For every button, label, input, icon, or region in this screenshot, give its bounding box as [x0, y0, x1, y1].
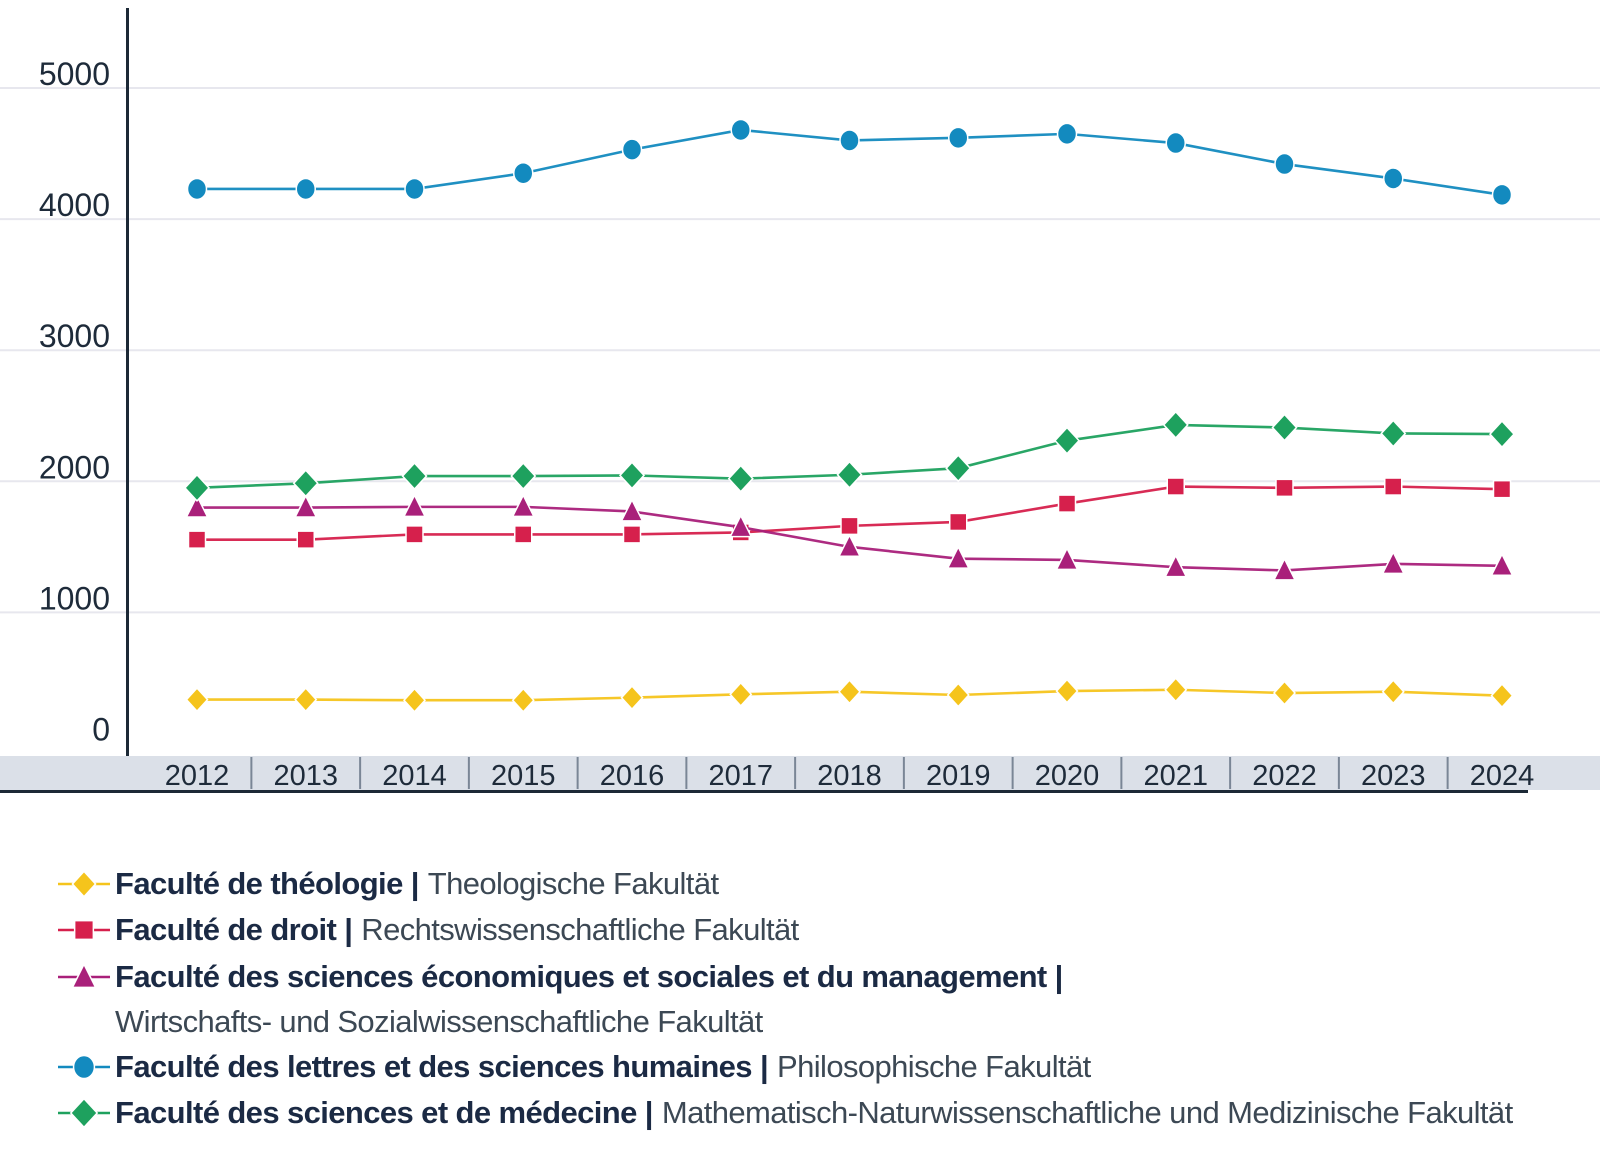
- sciences-medecine-diamond-icon: [58, 1097, 110, 1129]
- svg-text:2018: 2018: [817, 760, 882, 792]
- svg-text:1000: 1000: [39, 580, 110, 616]
- chart-legend: Faculté de théologie | Theologische Faku…: [0, 820, 1600, 1150]
- series-2: [185, 493, 1514, 581]
- series-4: [183, 410, 1516, 502]
- svg-text:2016: 2016: [600, 760, 665, 792]
- y-axis-labels: 0 1000 2000 3000 4000 5000: [39, 56, 110, 748]
- legend-label-de: Wirtschafts- und Sozialwissenschaftliche…: [115, 1004, 763, 1039]
- svg-text:4000: 4000: [39, 187, 110, 223]
- line-chart: 0 1000 2000 3000 4000 5000 2012 2013 2014 2015 201…: [0, 8, 1600, 793]
- legend-label-fr: Faculté des lettres et des sciences huma…: [115, 1049, 769, 1084]
- legend-label-de: Rechtswissenschaftliche Fakultät: [361, 912, 799, 947]
- svg-text:2020: 2020: [1035, 760, 1100, 792]
- svg-text:2013: 2013: [273, 760, 338, 792]
- gridlines: [0, 87, 1600, 614]
- svg-text:2012: 2012: [165, 760, 230, 792]
- svg-text:2019: 2019: [926, 760, 991, 792]
- legend-label-fr: Faculté des sciences et de médecine |: [115, 1095, 653, 1130]
- legend-item-theologie: Faculté de théologie | Theologische Faku…: [58, 862, 719, 906]
- lettres-circle-icon: [58, 1054, 110, 1080]
- svg-text:0: 0: [92, 712, 110, 748]
- svg-text:5000: 5000: [39, 56, 110, 92]
- legend-item-droit: Faculté de droit | Rechtswissenschaftlic…: [58, 908, 799, 952]
- legend-item-economiques-de: Wirtschafts- und Sozialwissenschaftliche…: [115, 1000, 763, 1044]
- legend-item-economiques: Faculté des sciences économiques et soci…: [58, 955, 1072, 999]
- series-0: [185, 677, 1514, 713]
- svg-text:2017: 2017: [708, 760, 773, 792]
- svg-text:3000: 3000: [39, 318, 110, 354]
- legend-label-de: Mathematisch-Naturwissenschaftliche und …: [661, 1095, 1513, 1130]
- svg-text:2014: 2014: [382, 760, 447, 792]
- series-3: [186, 118, 1513, 207]
- svg-text:2015: 2015: [491, 760, 556, 792]
- economiques-triangle-icon: [58, 962, 110, 989]
- legend-label-de: Theologische Fakultät: [427, 866, 719, 901]
- legend-label-fr: Faculté de droit |: [115, 912, 353, 947]
- legend-item-lettres: Faculté des lettres et des sciences huma…: [58, 1045, 1091, 1089]
- legend-label-fr: Faculté des sciences économiques et soci…: [115, 959, 1063, 994]
- x-axis-band: 2012 2013 2014 2015 2016 2017 2018 2019 2020 2021…: [0, 756, 1600, 793]
- theologie-diamond-icon: [58, 870, 110, 898]
- svg-text:2022: 2022: [1252, 760, 1317, 792]
- legend-label-fr: Faculté de théologie |: [115, 866, 419, 901]
- svg-text:2023: 2023: [1361, 760, 1426, 792]
- legend-item-sciences-medecine: Faculté des sciences et de médecine | Ma…: [58, 1091, 1513, 1135]
- svg-text:2021: 2021: [1143, 760, 1208, 792]
- legend-label-de: Philosophische Fakultät: [777, 1049, 1091, 1084]
- droit-square-icon: [58, 919, 110, 941]
- svg-text:2000: 2000: [39, 449, 110, 485]
- svg-text:2024: 2024: [1470, 760, 1535, 792]
